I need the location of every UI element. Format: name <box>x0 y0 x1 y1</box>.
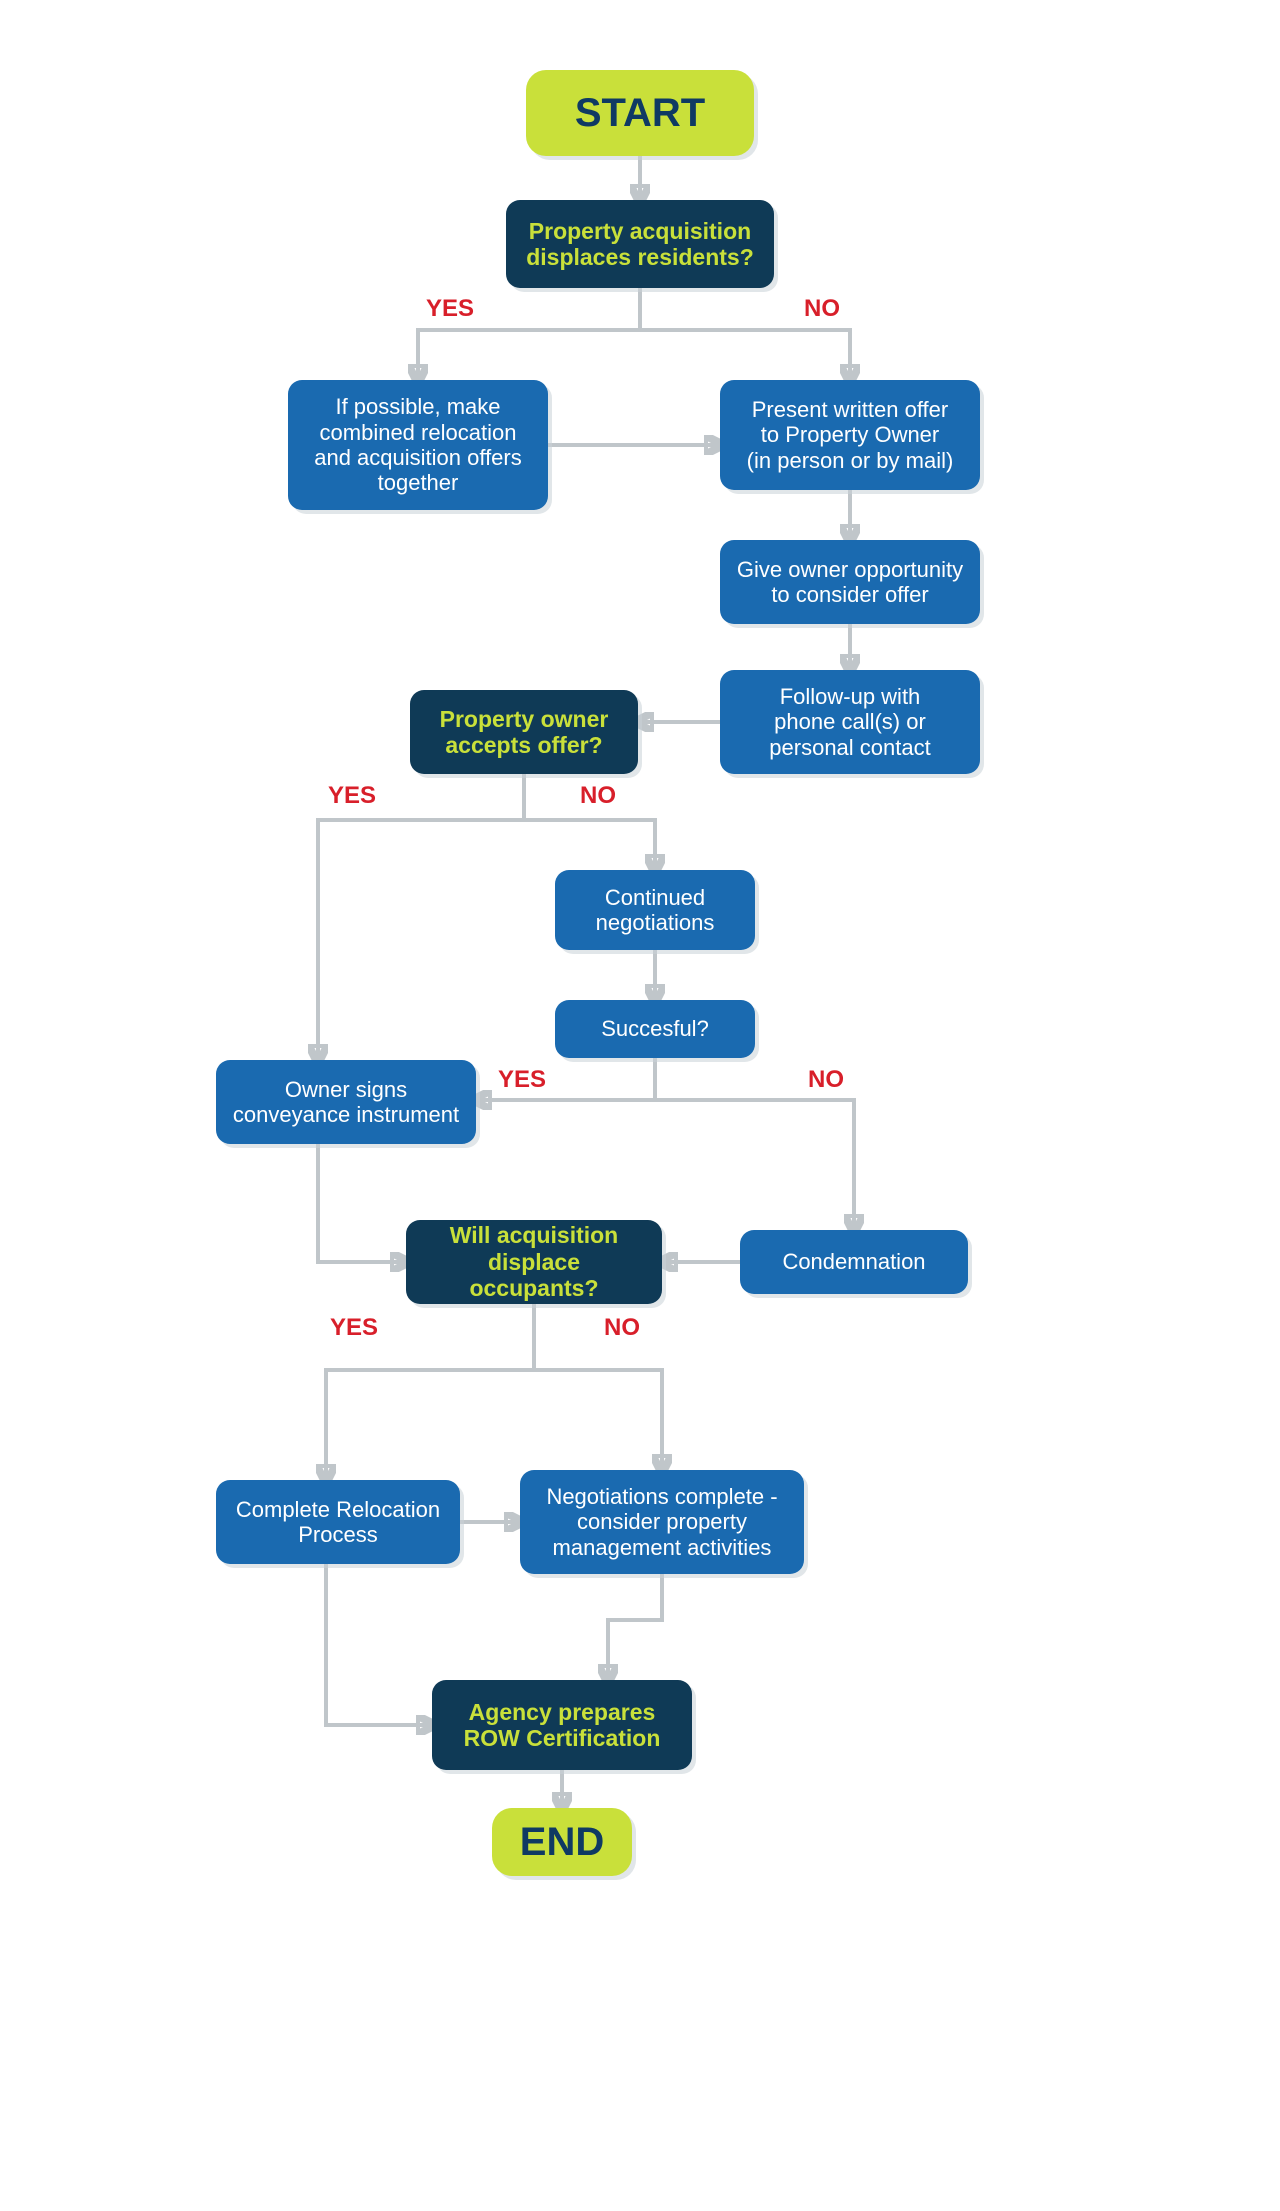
node-label: Continuednegotiations <box>596 885 715 936</box>
node-giveopp: Give owner opportunityto consider offer <box>720 540 980 624</box>
node-label: If possible, makecombined relocationand … <box>314 394 522 495</box>
node-combined: If possible, makecombined relocationand … <box>288 380 548 510</box>
node-accepts: Property owneraccepts offer? <box>410 690 638 774</box>
flow-edge <box>326 1564 432 1725</box>
node-condemn: Condemnation <box>740 1230 968 1294</box>
node-displaces: Property acquisitiondisplaces residents? <box>506 200 774 288</box>
node-signs: Owner signsconveyance instrument <box>216 1060 476 1144</box>
node-label: Owner signsconveyance instrument <box>233 1077 459 1128</box>
flow-edge <box>318 774 524 1060</box>
node-displace2: Will acquisitiondisplace occupants? <box>406 1220 662 1304</box>
node-label: Property acquisitiondisplaces residents? <box>526 218 754 271</box>
node-label: Condemnation <box>782 1249 925 1274</box>
node-label: Will acquisitiondisplace occupants? <box>422 1222 646 1301</box>
node-end: END <box>492 1808 632 1876</box>
flow-edge <box>608 1574 662 1680</box>
node-present: Present written offerto Property Owner(i… <box>720 380 980 490</box>
edge-label-no: NO <box>808 1066 844 1094</box>
edge-label-no: NO <box>804 295 840 323</box>
node-negcomplete: Negotiations complete -consider property… <box>520 1470 804 1574</box>
node-label: END <box>520 1819 604 1865</box>
node-agency: Agency preparesROW Certification <box>432 1680 692 1770</box>
node-label: Succesful? <box>601 1016 709 1041</box>
edge-label-no: NO <box>580 782 616 810</box>
edge-label-yes: YES <box>328 782 376 810</box>
node-start: START <box>526 70 754 156</box>
edge-label-yes: YES <box>330 1314 378 1342</box>
node-label: Negotiations complete -consider property… <box>546 1484 777 1560</box>
node-label: Give owner opportunityto consider offer <box>737 557 963 608</box>
node-label: Property owneraccepts offer? <box>440 706 609 759</box>
node-continued: Continuednegotiations <box>555 870 755 950</box>
node-followup: Follow-up withphone call(s) orpersonal c… <box>720 670 980 774</box>
edge-label-yes: YES <box>498 1066 546 1094</box>
flowchart-canvas: START Property acquisitiondisplaces resid… <box>0 0 1280 2211</box>
edge-label-no: NO <box>604 1314 640 1342</box>
node-label: START <box>575 90 705 136</box>
flow-edge <box>534 1304 662 1470</box>
node-successful: Succesful? <box>555 1000 755 1058</box>
node-label: Present written offerto Property Owner(i… <box>747 397 954 473</box>
node-relocation: Complete RelocationProcess <box>216 1480 460 1564</box>
flow-edge <box>318 1144 406 1262</box>
node-label: Follow-up withphone call(s) orpersonal c… <box>769 684 930 760</box>
edge-label-yes: YES <box>426 295 474 323</box>
node-label: Agency preparesROW Certification <box>464 1699 661 1752</box>
node-label: Complete RelocationProcess <box>236 1497 440 1548</box>
